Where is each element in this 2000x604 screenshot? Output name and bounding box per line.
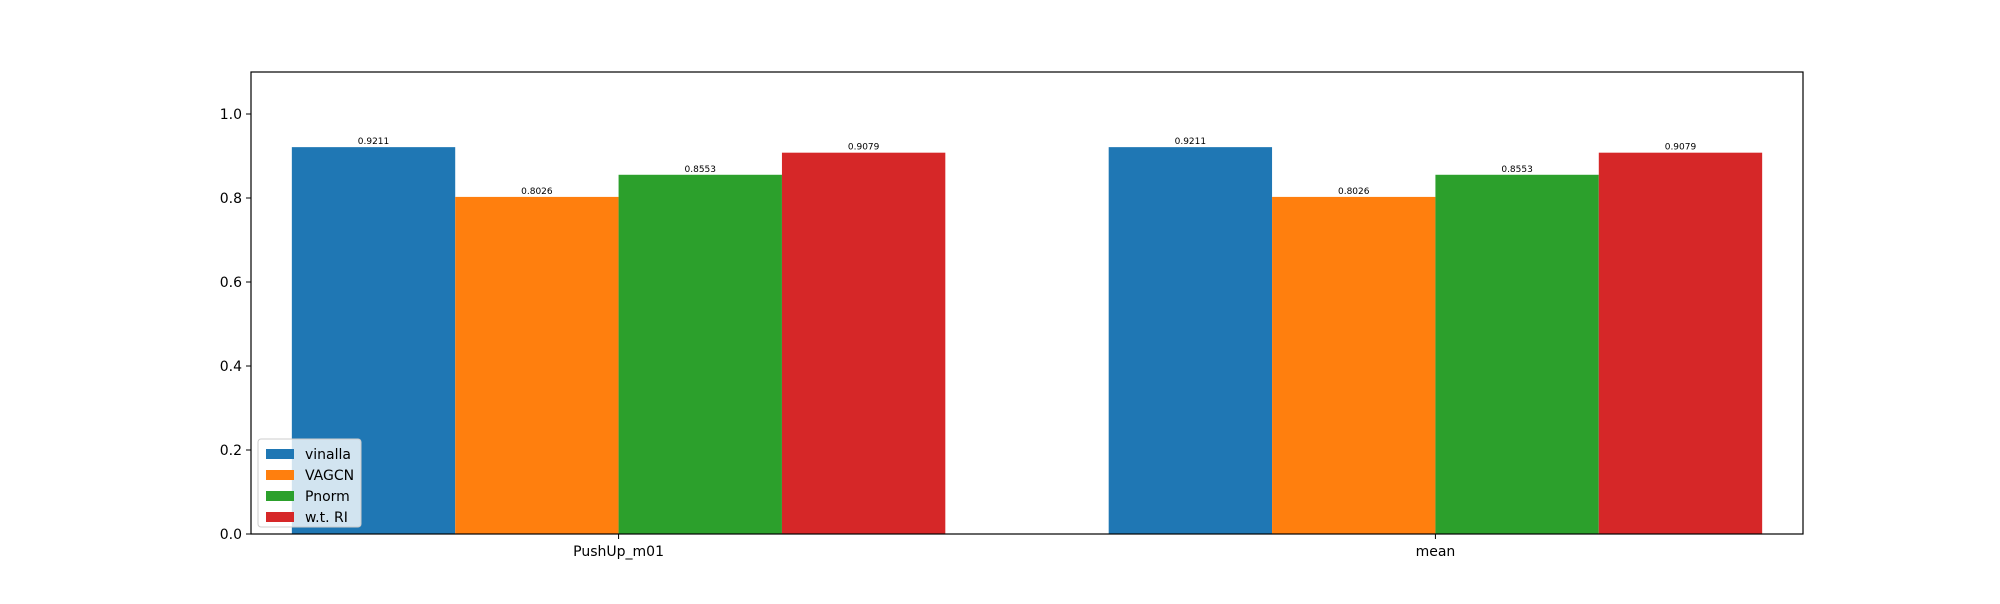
bar-1-1: [1272, 196, 1436, 534]
data-labels-layer: 0.9211 0.8026 0.8553 0.9079 0.9211 0.8026 0.85…: [358, 137, 1697, 197]
bar-0-2: [618, 174, 782, 535]
bars-layer: [291, 147, 1763, 535]
data-label-0-0: 0.9211: [358, 137, 390, 147]
legend: vinalla VAGCN Pnorm w.t. RI: [257, 438, 362, 528]
data-label-0-3: 0.9079: [848, 143, 880, 153]
legend-label-2: Pnorm: [305, 489, 350, 505]
data-label-1-0: 0.9211: [1175, 137, 1207, 147]
x-axis: PushUp_m01 mean: [573, 534, 1455, 560]
bar-1-3: [1598, 152, 1763, 534]
legend-box: [257, 438, 362, 528]
plot-frame: [250, 71, 1804, 535]
legend-swatch-0: [266, 449, 294, 459]
y-tick-label-2: 0.4: [220, 359, 242, 375]
y-tick-label-3: 0.6: [220, 275, 242, 291]
bar-0-1: [455, 196, 619, 534]
data-label-0-1: 0.8026: [521, 187, 553, 197]
legend-swatch-1: [266, 470, 294, 480]
y-tick-label-0: 0.0: [220, 527, 242, 543]
legend-label-1: VAGCN: [305, 468, 354, 484]
y-axis: 0.0 0.2 0.4 0.6 0.8 1.0: [220, 107, 251, 543]
data-label-1-1: 0.8026: [1338, 187, 1370, 197]
legend-swatch-2: [266, 491, 294, 501]
y-tick-label-1: 0.2: [220, 443, 242, 459]
y-tick-label-5: 1.0: [220, 107, 242, 123]
y-tick-label-4: 0.8: [220, 191, 242, 207]
legend-swatch-3: [266, 512, 294, 522]
legend-label-0: vinalla: [305, 447, 351, 463]
legend-label-3: w.t. RI: [305, 510, 348, 526]
data-label-0-2: 0.8553: [685, 165, 717, 175]
data-label-1-2: 0.8553: [1501, 165, 1533, 175]
x-tick-label-1: mean: [1416, 544, 1456, 560]
x-tick-label-0: PushUp_m01: [573, 544, 664, 560]
data-label-1-3: 0.9079: [1665, 143, 1697, 153]
bar-1-0: [1108, 147, 1273, 534]
bar-0-3: [781, 152, 946, 534]
bar-1-2: [1435, 174, 1599, 535]
